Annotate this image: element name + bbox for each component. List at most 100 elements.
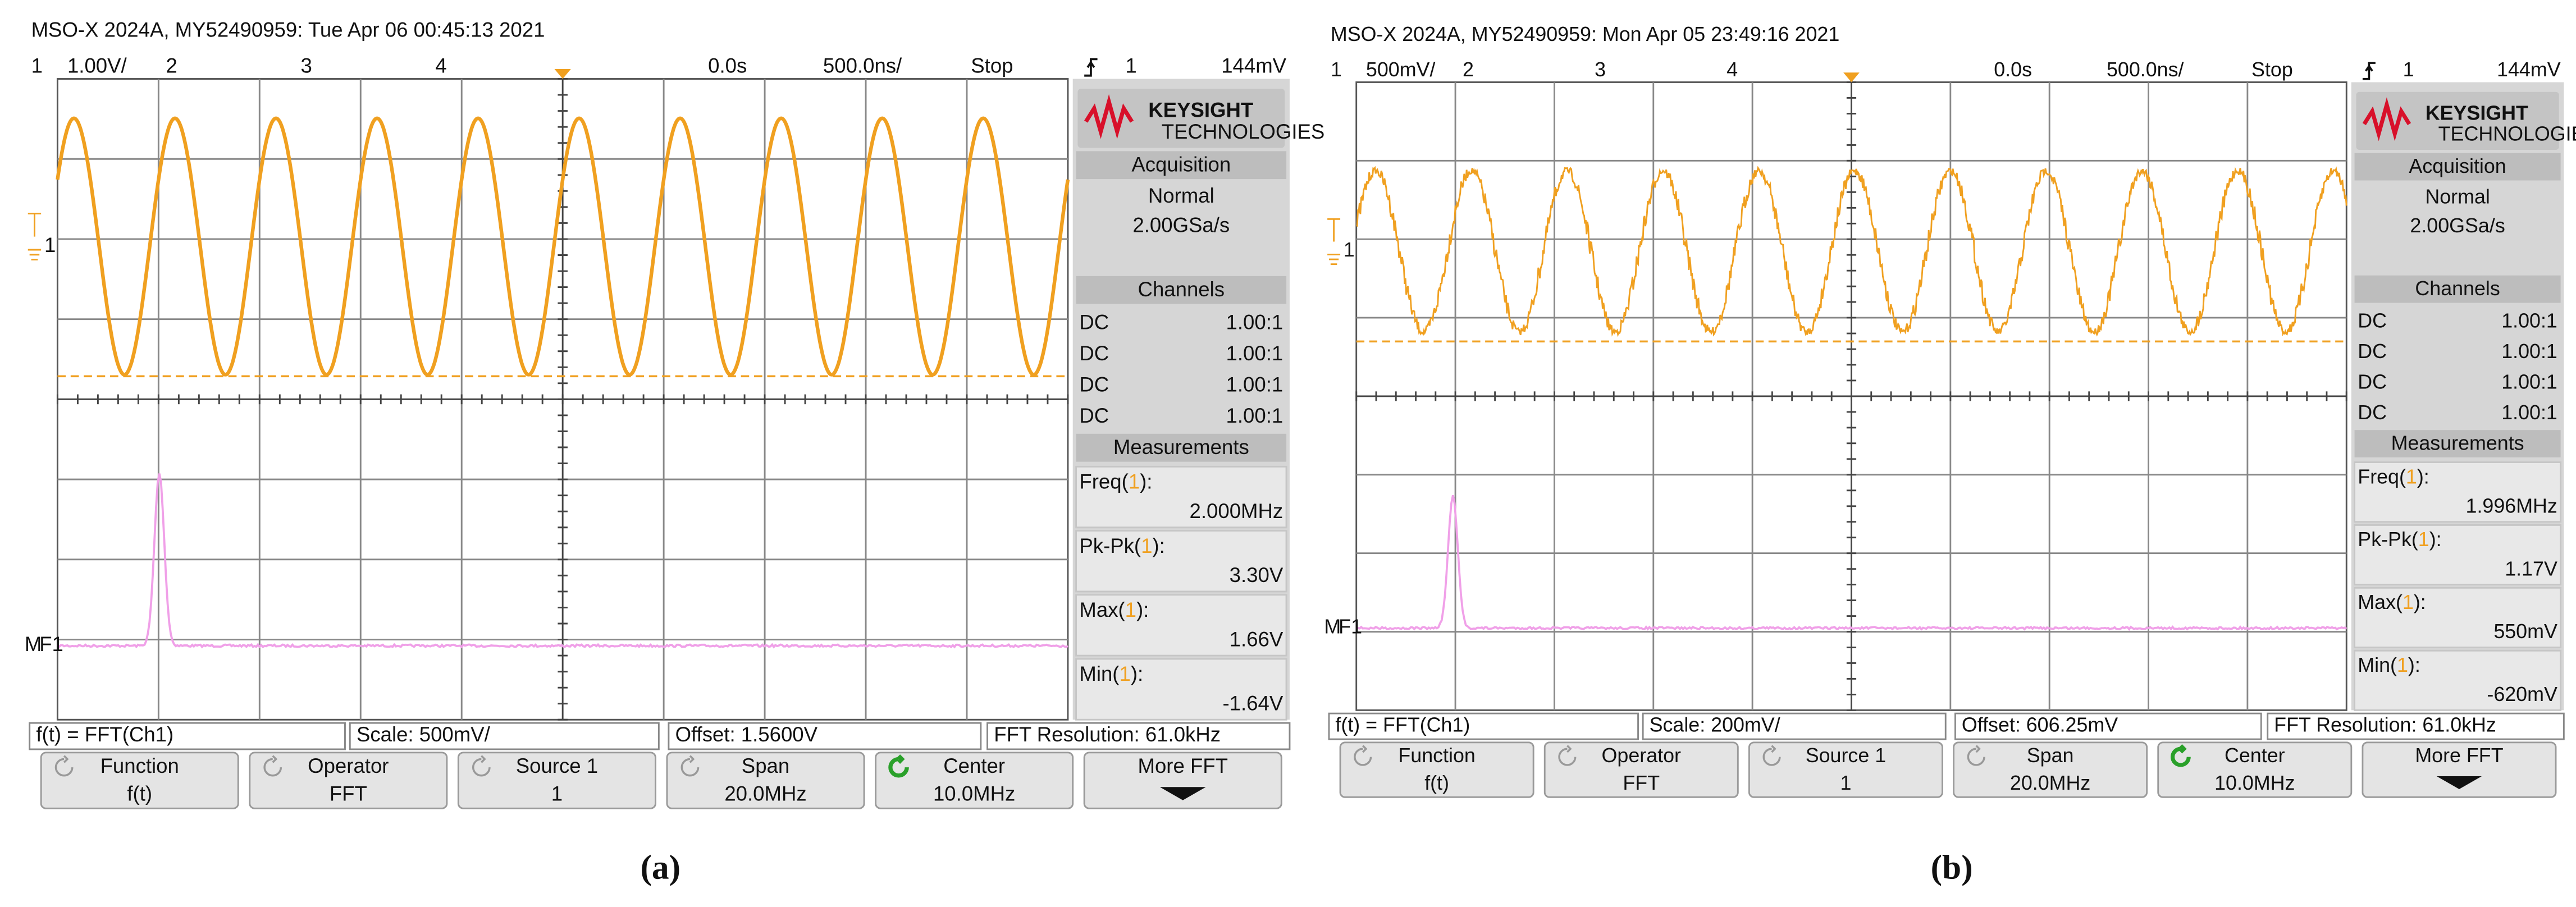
measurement-label-part: Pk-Pk(	[2358, 529, 2418, 551]
measurement-label-part: ):	[1152, 534, 1164, 557]
math-marker: F1	[39, 633, 63, 656]
ch3-label: 3	[300, 54, 312, 77]
measurement-label-part: ):	[2429, 529, 2442, 551]
softkey[interactable]: Function f(t)	[1339, 741, 1534, 798]
brand-logo	[1084, 94, 1134, 139]
acq-mode: Normal	[2425, 186, 2490, 208]
channel-probe: 1.00:1	[1226, 342, 1284, 365]
softkey[interactable]: More FFT	[1083, 752, 1282, 809]
brand-sub: TECHNOLOGIES	[1162, 120, 1325, 143]
softkey-face	[1339, 741, 1534, 798]
measurement-label-part: Min(	[2358, 654, 2397, 676]
softkey-knob-icon	[263, 755, 282, 777]
measurement-label-part: Min(	[1079, 662, 1119, 685]
softkey-label: Center	[943, 754, 1005, 777]
measurement-label: Freq(1):	[1079, 470, 1152, 493]
math-bar-box	[1954, 712, 2262, 740]
section-header	[2354, 153, 2561, 181]
ch1-waveform	[1356, 166, 2347, 337]
math-bar-box	[29, 722, 346, 750]
scope-screen: MSO-X 2024A, MY52490959: Tue Apr 06 00:4…	[25, 18, 1325, 809]
brand-box	[1077, 89, 1285, 148]
trigger-edge-icon	[2362, 62, 2376, 80]
measurement-label: Pk-Pk(1):	[1079, 534, 1164, 557]
time-offset: 0.0s	[708, 54, 747, 77]
softkey-label: More FFT	[1138, 754, 1227, 777]
caption: (a)	[640, 849, 680, 887]
measurement-label-part: ):	[1140, 470, 1152, 493]
section-title: Measurements	[2391, 432, 2524, 454]
softkey[interactable]: Function f(t)	[40, 752, 239, 809]
softkey-label: Span	[742, 754, 789, 777]
softkey[interactable]: Source 1 1	[1748, 741, 1943, 798]
softkey-label: More FFT	[2415, 744, 2503, 767]
channel-probe: 1.00:1	[2501, 401, 2557, 424]
softkey-value: 10.0MHz	[933, 782, 1015, 805]
brand-name: KEYSIGHT	[1148, 99, 1253, 122]
measurement-label: Max(1):	[2358, 592, 2426, 614]
math-bar-scale: Scale: 500mV/	[357, 723, 491, 746]
softkey-value: 20.0MHz	[2010, 772, 2090, 794]
softkey[interactable]: Span 20.0MHz	[666, 752, 865, 809]
measurement-label-part: 1	[2418, 529, 2429, 551]
ch1-label: 1	[1331, 58, 1342, 81]
math-prefix: M	[1324, 616, 1341, 638]
softkey-face	[40, 752, 239, 809]
ground-marker-icon	[28, 213, 42, 261]
softkey-face	[1748, 741, 1943, 798]
math-marker: F1	[1339, 616, 1362, 638]
trigger-level: 144mV	[1221, 54, 1286, 77]
measurement-label-part: Freq(	[1079, 470, 1128, 493]
channel-coupling: DC	[2358, 340, 2387, 363]
math-prefix: M	[25, 633, 42, 656]
softkey-label: Function	[1398, 744, 1475, 767]
brand-logo	[2362, 97, 2411, 141]
softkey-value: 20.0MHz	[724, 782, 806, 805]
softkey-face	[249, 752, 448, 809]
math-bar-box	[1328, 712, 1639, 740]
softkey-face	[666, 752, 865, 809]
ground-marker: 1	[1344, 239, 1355, 261]
softkey[interactable]: More FFT	[2362, 741, 2557, 798]
ch4-label: 4	[1727, 58, 1738, 81]
measurement-label-part: 1	[1120, 662, 1131, 685]
softkey-knob-icon	[1354, 745, 1372, 766]
trigger-position-marker	[554, 68, 571, 79]
acq-mode: Normal	[1148, 184, 1214, 207]
math-bar-resolution: FFT Resolution: 61.0kHz	[2274, 714, 2496, 736]
ground-marker: 1	[44, 233, 56, 256]
softkey-label: Source 1	[516, 754, 598, 777]
softkey[interactable]: Operator FFT	[249, 752, 448, 809]
softkey[interactable]: Span 20.0MHz	[1953, 741, 2148, 798]
brand-box	[2356, 91, 2559, 150]
measurement-value: 2.000MHz	[1190, 500, 1284, 523]
measurement-box	[2354, 524, 2562, 586]
softkey-knob-icon	[472, 755, 491, 777]
softkey-arrow	[2436, 776, 2482, 789]
run-status: Stop	[971, 54, 1013, 77]
math-bar-resolution: FFT Resolution: 61.0kHz	[994, 723, 1221, 746]
measurement-label-part: 1	[2403, 592, 2414, 614]
trigger-source: 1	[2403, 58, 2414, 81]
measurement-label-part: ):	[1131, 662, 1143, 685]
softkey[interactable]: Source 1 1	[457, 752, 656, 809]
softkey-knob-icon	[888, 754, 909, 778]
ch1-label: 1	[31, 54, 43, 77]
softkey-knob-icon	[680, 755, 700, 777]
measurement-label-part: 1	[1141, 534, 1152, 557]
screen-header: MSO-X 2024A, MY52490959: Tue Apr 06 00:4…	[31, 18, 545, 41]
channel-coupling: DC	[1079, 342, 1109, 365]
softkey[interactable]: Operator FFT	[1543, 741, 1739, 798]
softkey-knob-icon	[1558, 745, 1577, 766]
softkey[interactable]: Center 10.0MHz	[2157, 741, 2353, 798]
softkey-face	[1953, 741, 2148, 798]
acq-rate: 2.00GSa/s	[2410, 214, 2505, 237]
section-header	[1076, 151, 1287, 180]
softkey[interactable]: Center 10.0MHz	[875, 752, 1074, 809]
ch2-label: 2	[1463, 58, 1474, 81]
channel-probe: 1.00:1	[2501, 370, 2557, 393]
softkey-value: f(t)	[1424, 772, 1449, 794]
measurement-label: Pk-Pk(1):	[2358, 529, 2441, 551]
measurement-label-part: Freq(	[2358, 466, 2406, 488]
